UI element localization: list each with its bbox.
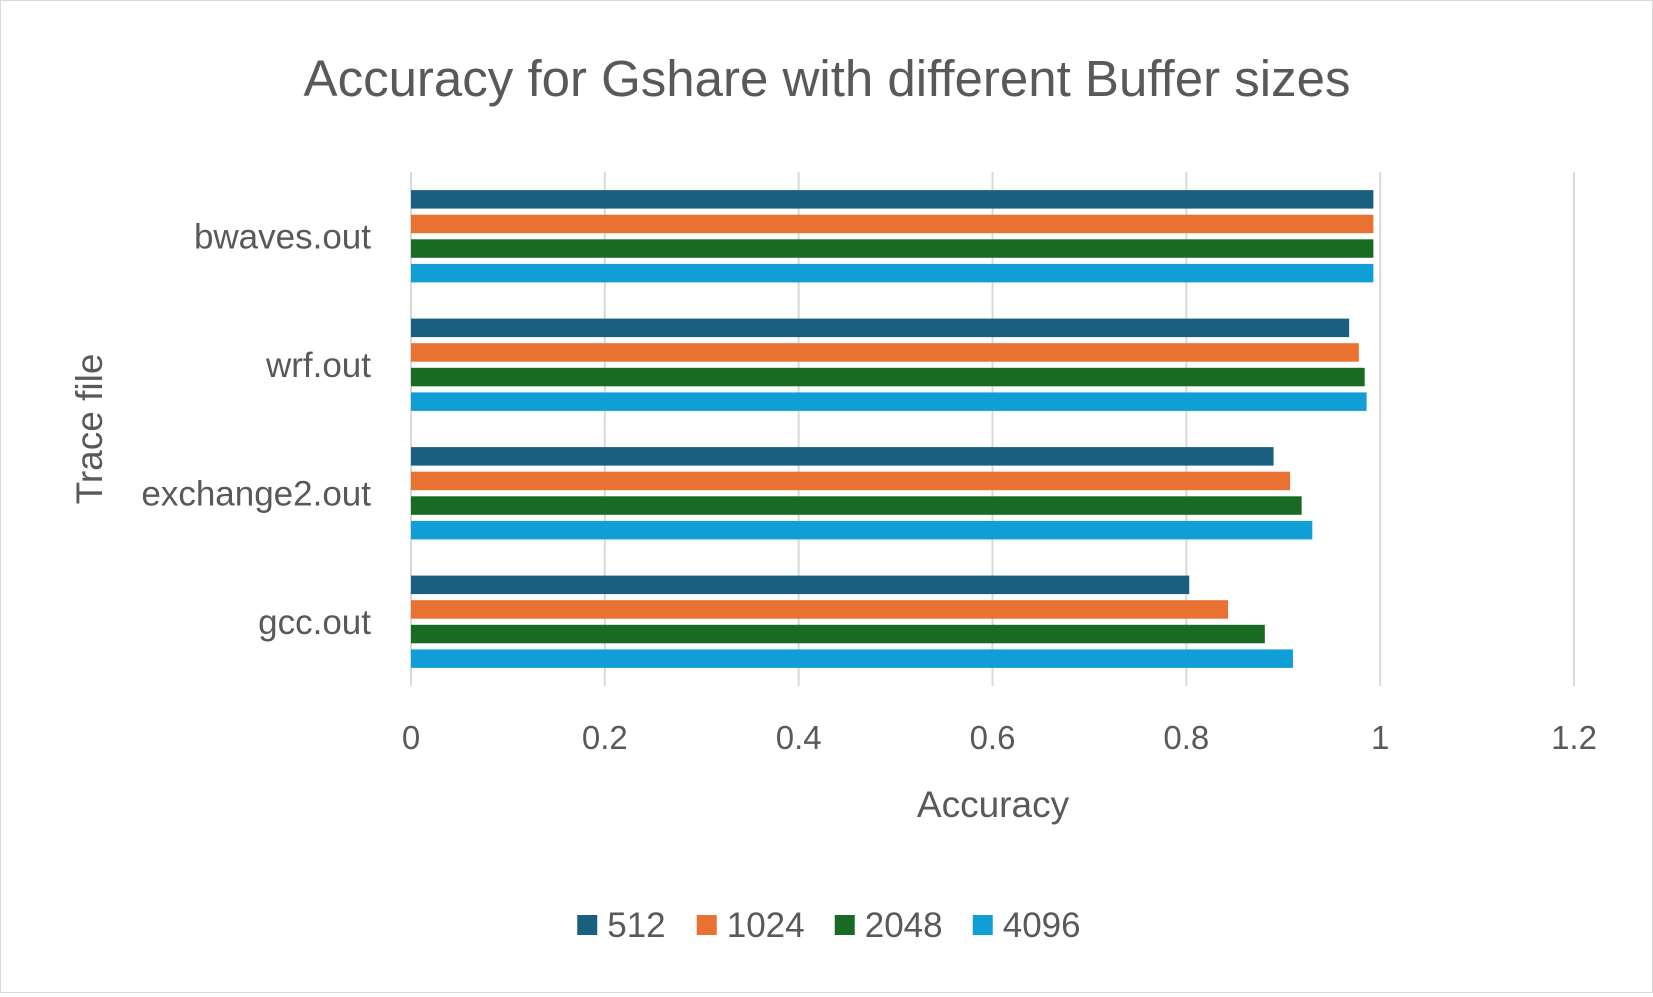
bar [411,214,1374,234]
category-labels: bwaves.out wrf.out exchange2.out gcc.out [141,217,371,642]
x-tick-label: 0 [402,719,420,756]
x-tick-label: 0.8 [1163,719,1209,756]
bar [411,600,1229,619]
x-tick-label: 0.6 [970,719,1016,756]
bar [411,367,1365,387]
category-label: wrf.out [265,346,371,385]
legend-swatch [696,915,717,935]
bar [411,263,1374,283]
chart-title: Accuracy for Gshare with different Buffe… [304,50,1351,107]
category-label: exchange2.out [141,474,371,513]
bar [411,575,1190,595]
bar [411,471,1291,491]
y-axis-label: Trace file [69,354,110,505]
category-label: gcc.out [258,603,371,642]
bar [411,624,1265,644]
x-tick-label: 0.4 [776,719,822,756]
legend-swatch [577,915,598,935]
legend-swatch [834,915,855,935]
legend-label: 1024 [727,906,805,945]
legend-label: 4096 [1003,906,1081,945]
bar [411,318,1350,338]
x-tick-label: 1.2 [1551,719,1597,756]
bar [411,392,1367,411]
bar [411,190,1374,209]
bar [411,239,1374,258]
bar [411,343,1359,362]
legend-label: 512 [607,906,665,945]
bar [411,520,1313,540]
legend-swatch [972,915,993,935]
bar [411,496,1302,515]
x-tick-label: 1 [1371,719,1389,756]
x-tick-label: 0.2 [582,719,628,756]
legend-label: 2048 [865,906,943,945]
x-tick-labels: 0 0.2 0.4 0.6 0.8 1 1.2 [402,719,1597,756]
category-label: bwaves.out [194,217,371,256]
legend: 512 1024 2048 4096 [577,906,1081,945]
bars [411,190,1374,668]
bar [411,649,1293,668]
x-axis-label: Accuracy [917,784,1070,825]
bar [411,447,1274,466]
